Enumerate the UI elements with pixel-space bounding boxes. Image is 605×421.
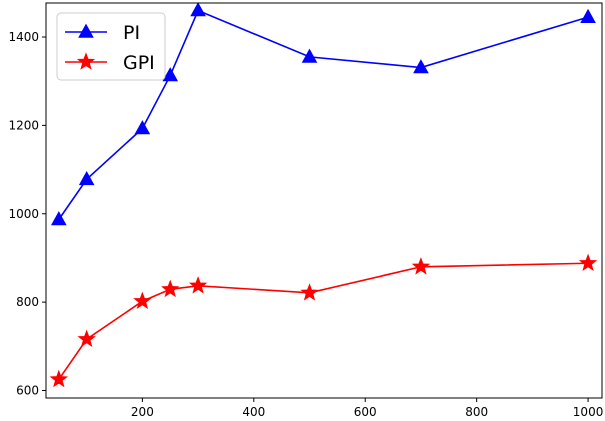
data-point-pi bbox=[134, 120, 151, 135]
data-point-pi bbox=[190, 2, 206, 17]
x-axis: 200 400 600 800 1000 bbox=[131, 398, 603, 419]
data-point-pi bbox=[51, 211, 67, 226]
data-point-pi bbox=[78, 170, 95, 186]
data-point-gpi bbox=[133, 291, 152, 310]
data-point-gpi bbox=[578, 253, 598, 272]
x-tick-label: 200 bbox=[131, 405, 154, 419]
data-point-pi bbox=[301, 48, 318, 63]
data-point-pi bbox=[162, 67, 179, 82]
data-point-gpi bbox=[188, 276, 208, 294]
legend-marker-gpi bbox=[76, 52, 96, 70]
data-point-gpi bbox=[161, 279, 180, 298]
data-point-gpi bbox=[49, 369, 68, 388]
series-pi bbox=[51, 2, 596, 226]
y-tick-label: 1200 bbox=[8, 118, 39, 132]
legend-label-pi: PI bbox=[123, 22, 140, 44]
data-point-gpi bbox=[411, 257, 431, 275]
series-layer bbox=[49, 2, 598, 388]
legend: PI GPI bbox=[56, 12, 166, 81]
x-tick-label: 800 bbox=[465, 405, 488, 419]
x-tick-label: 400 bbox=[242, 405, 265, 419]
legend-label-gpi: GPI bbox=[123, 52, 155, 74]
y-tick-label: 800 bbox=[16, 295, 39, 309]
data-point-gpi bbox=[77, 329, 96, 348]
x-tick-label: 1000 bbox=[573, 405, 604, 419]
y-tick-label: 1000 bbox=[8, 207, 39, 221]
y-tick-label: 1400 bbox=[8, 30, 39, 44]
legend-marker-pi bbox=[78, 23, 94, 38]
data-point-gpi bbox=[300, 283, 319, 301]
data-point-pi bbox=[580, 8, 596, 23]
y-tick-label: 600 bbox=[16, 383, 39, 397]
series-line-pi bbox=[58, 9, 589, 220]
y-axis: 600 800 1000 1200 1400 bbox=[8, 30, 46, 397]
series-line-gpi bbox=[58, 262, 589, 380]
plot-frame bbox=[45, 2, 603, 399]
series-gpi bbox=[49, 253, 598, 388]
data-point-pi bbox=[413, 59, 429, 74]
x-tick-label: 600 bbox=[354, 405, 377, 419]
